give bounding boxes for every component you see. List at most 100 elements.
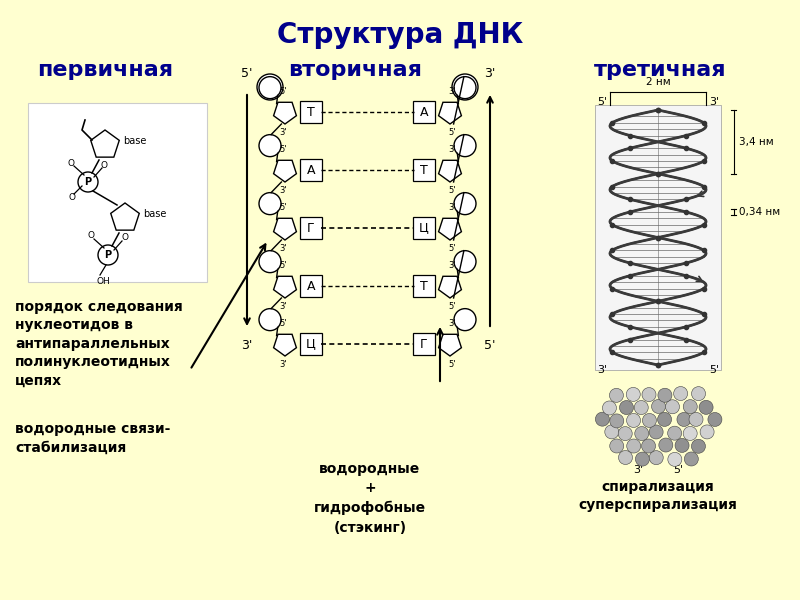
Circle shape	[595, 412, 610, 426]
Text: 3': 3'	[484, 67, 496, 80]
Text: 5': 5'	[597, 97, 607, 107]
Text: первичная: первичная	[37, 60, 173, 80]
Text: 5': 5'	[673, 465, 683, 475]
FancyBboxPatch shape	[413, 333, 435, 355]
Circle shape	[683, 427, 697, 440]
Text: O: O	[122, 233, 129, 242]
Circle shape	[602, 401, 617, 415]
Circle shape	[683, 400, 698, 413]
FancyBboxPatch shape	[300, 217, 322, 239]
FancyBboxPatch shape	[300, 101, 322, 123]
Text: Ц: Ц	[306, 337, 316, 350]
Text: 3': 3'	[448, 203, 456, 212]
Text: водородные
+
гидрофобные
(стэкинг): водородные + гидрофобные (стэкинг)	[314, 462, 426, 535]
Text: 5': 5'	[484, 339, 496, 352]
Text: base: base	[123, 136, 146, 146]
Text: Т: Т	[307, 106, 315, 118]
Text: Ц: Ц	[419, 221, 429, 235]
Text: 3': 3'	[279, 186, 287, 195]
Circle shape	[642, 413, 657, 427]
Text: 5': 5'	[448, 244, 456, 253]
Text: 5': 5'	[279, 261, 286, 270]
Circle shape	[98, 245, 118, 265]
Text: Структура ДНК: Структура ДНК	[277, 21, 523, 49]
Circle shape	[610, 388, 623, 403]
Circle shape	[700, 425, 714, 439]
Polygon shape	[438, 102, 462, 124]
Circle shape	[634, 427, 649, 440]
Circle shape	[658, 412, 671, 427]
Circle shape	[691, 439, 706, 453]
Circle shape	[259, 193, 281, 215]
Text: O: O	[69, 193, 75, 202]
Circle shape	[642, 388, 656, 401]
Circle shape	[626, 439, 641, 453]
Text: OH: OH	[96, 277, 110, 286]
Polygon shape	[438, 160, 462, 182]
Circle shape	[658, 388, 672, 402]
Text: P: P	[105, 250, 111, 260]
Circle shape	[635, 452, 650, 466]
Text: порядок следования
нуклеотидов в
антипараллельных
полинуклеотидных
цепях: порядок следования нуклеотидов в антипар…	[15, 300, 182, 388]
Circle shape	[708, 412, 722, 427]
Polygon shape	[438, 334, 462, 356]
Circle shape	[675, 439, 689, 452]
Circle shape	[610, 439, 624, 453]
Text: O: O	[101, 160, 107, 169]
Polygon shape	[274, 160, 297, 182]
Circle shape	[691, 386, 706, 401]
FancyBboxPatch shape	[300, 159, 322, 181]
Text: 3': 3'	[597, 365, 607, 375]
Text: 3': 3'	[448, 261, 456, 270]
Circle shape	[689, 412, 703, 427]
Text: Г: Г	[420, 337, 428, 350]
Text: O: O	[87, 232, 94, 241]
Circle shape	[610, 414, 624, 428]
Text: 3': 3'	[279, 302, 287, 311]
Text: А: А	[306, 163, 315, 176]
Text: А: А	[306, 280, 315, 292]
Text: 5': 5'	[709, 365, 719, 375]
Circle shape	[649, 425, 663, 439]
Circle shape	[618, 427, 632, 440]
Text: спирализация
суперспирализация: спирализация суперспирализация	[578, 480, 738, 512]
Text: Г: Г	[307, 221, 315, 235]
Text: 3,4 нм: 3,4 нм	[739, 137, 774, 147]
FancyBboxPatch shape	[413, 217, 435, 239]
Text: 3': 3'	[279, 128, 287, 137]
Circle shape	[454, 251, 476, 272]
Text: 3': 3'	[242, 339, 253, 352]
Circle shape	[454, 134, 476, 157]
Text: 5': 5'	[448, 128, 456, 137]
Circle shape	[257, 74, 283, 100]
Circle shape	[452, 74, 478, 100]
Circle shape	[259, 251, 281, 272]
Text: А: А	[420, 106, 428, 118]
Text: 5': 5'	[448, 302, 456, 311]
Circle shape	[668, 426, 682, 440]
Circle shape	[259, 308, 281, 331]
Circle shape	[259, 77, 281, 98]
Polygon shape	[274, 218, 297, 240]
Circle shape	[668, 452, 682, 466]
Text: 5': 5'	[448, 186, 456, 195]
Polygon shape	[438, 218, 462, 240]
Text: 3': 3'	[448, 319, 456, 328]
FancyBboxPatch shape	[413, 159, 435, 181]
Polygon shape	[274, 334, 297, 356]
FancyBboxPatch shape	[413, 101, 435, 123]
Circle shape	[454, 193, 476, 215]
Text: P: P	[85, 177, 91, 187]
Circle shape	[634, 401, 648, 415]
FancyBboxPatch shape	[595, 105, 721, 370]
Circle shape	[666, 400, 679, 414]
Circle shape	[677, 412, 691, 427]
Text: base: base	[143, 209, 166, 219]
Circle shape	[674, 386, 688, 401]
Text: водородные связи-
стабилизация: водородные связи- стабилизация	[15, 422, 170, 454]
Text: вторичная: вторичная	[288, 60, 422, 80]
Text: 3': 3'	[448, 87, 456, 96]
Circle shape	[642, 439, 655, 453]
Text: Т: Т	[420, 163, 428, 176]
Circle shape	[651, 400, 666, 413]
